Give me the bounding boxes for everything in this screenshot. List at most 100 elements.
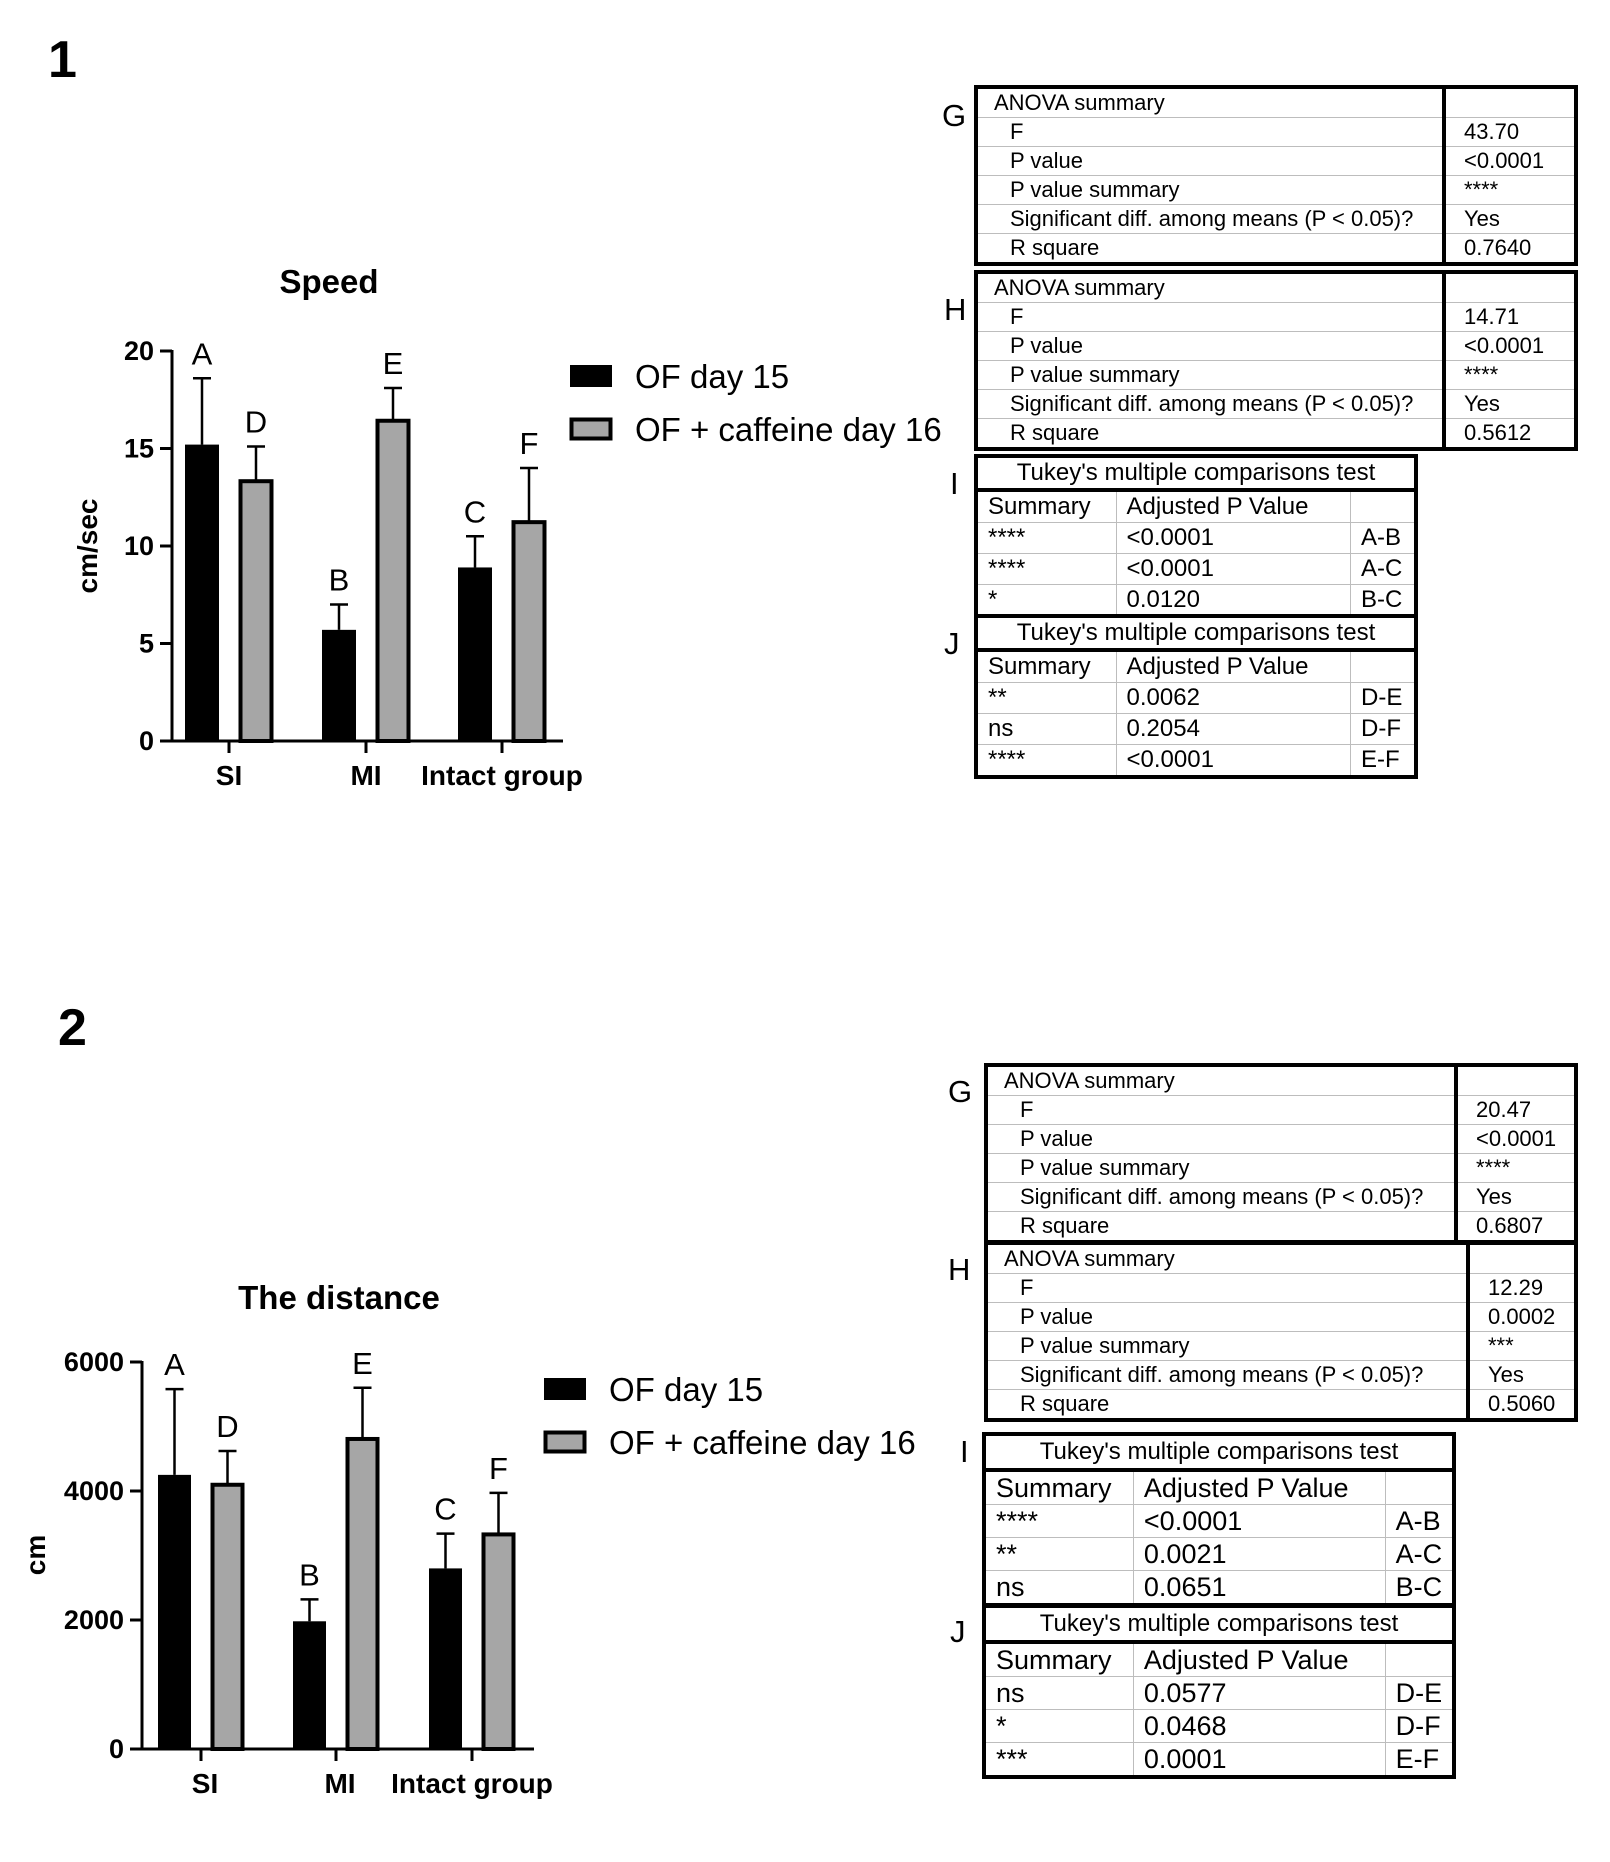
legend-swatch-caffeine [543, 1430, 587, 1454]
tukey-summary: **** [975, 522, 1117, 554]
anova-value: Yes [1454, 1182, 1577, 1212]
tukey-p: 0.0577 [1132, 1676, 1386, 1710]
chart-title: The distance [238, 1279, 440, 1316]
anova-label: F [975, 302, 1445, 332]
table-letter-1-G: G [942, 98, 967, 133]
bar-day15 [429, 1568, 462, 1749]
anova-header: ANOVA summary [985, 1242, 1469, 1274]
anova-header: ANOVA summary [985, 1064, 1457, 1096]
tukey-summary: ** [975, 682, 1117, 714]
tukey-summary: * [983, 1709, 1134, 1743]
legend-label: OF day 15 [635, 358, 789, 395]
tukey-pair: D-F [1384, 1709, 1455, 1743]
y-tick-label: 15 [124, 434, 154, 464]
tukey-summary: ns [983, 1570, 1134, 1606]
legend-label: OF + caffeine day 16 [635, 411, 942, 448]
anova-value: 0.0002 [1466, 1302, 1577, 1332]
anova-value: 12.29 [1466, 1273, 1577, 1303]
table-letter-2-I: I [960, 1434, 969, 1469]
anova-label: Significant diff. among means (P < 0.05)… [985, 1360, 1469, 1390]
bar-letter-label: E [352, 1346, 373, 1381]
anova-value: Yes [1442, 389, 1577, 419]
tukey-pair: A-C [1350, 553, 1417, 585]
tukey-summary: *** [983, 1742, 1134, 1778]
tukey-col-summary: Summary [975, 649, 1117, 683]
tukey-title: Tukey's multiple comparisons test [983, 1433, 1455, 1472]
tukey-table-2-J: Tukey's multiple comparisons test Summar… [982, 1604, 1456, 1779]
y-tick-label: 6000 [64, 1347, 124, 1377]
anova-value: Yes [1442, 204, 1577, 234]
anova-label: R square [975, 233, 1445, 265]
bar-letter-label: C [464, 494, 486, 529]
tukey-p: 0.0120 [1115, 584, 1352, 618]
bar-letter-label: F [489, 1451, 508, 1486]
tukey-summary: **** [975, 744, 1117, 778]
tukey-col-p: Adjusted P Value [1132, 1469, 1386, 1505]
y-tick-label: 2000 [64, 1605, 124, 1635]
bar-letter-label: C [434, 1492, 456, 1527]
tukey-p: <0.0001 [1115, 522, 1352, 554]
bar-caffeine [238, 479, 274, 743]
anova-label: P value summary [985, 1153, 1457, 1183]
anova-label: P value [975, 331, 1445, 361]
table-letter-2-J: J [950, 1614, 966, 1649]
anova-value: **** [1442, 175, 1577, 205]
anova-value: 0.5612 [1442, 418, 1577, 450]
tukey-col-p: Adjusted P Value [1132, 1641, 1386, 1677]
legend-swatch-day15 [544, 1378, 586, 1400]
anova-label: Significant diff. among means (P < 0.05)… [975, 389, 1445, 419]
bar-caffeine [210, 1482, 245, 1751]
table-letter-1-J: J [944, 626, 960, 661]
tukey-p: 0.0651 [1132, 1570, 1386, 1606]
tukey-pair: E-F [1384, 1742, 1455, 1778]
tukey-p: <0.0001 [1132, 1504, 1386, 1538]
anova-label: F [985, 1273, 1469, 1303]
tukey-summary: * [975, 584, 1117, 618]
bar-day15 [293, 1621, 326, 1749]
tukey-p: 0.0021 [1132, 1537, 1386, 1571]
tukey-summary: **** [983, 1504, 1134, 1538]
bar-day15 [458, 567, 492, 741]
anova-value: <0.0001 [1442, 331, 1577, 361]
anova-table-1-G: ANOVA summary F 43.70 P value <0.0001 P va… [974, 85, 1578, 266]
distance-chart: The distance cm 0 2000 4000 6000 AD SI B E MI CF Int… [20, 1279, 916, 1799]
bar-day15 [322, 629, 356, 741]
anova-label: P value [975, 146, 1445, 176]
legend-swatch-day15 [570, 365, 612, 387]
anova-table-2-G: ANOVA summary F 20.47 P value <0.0001 P va… [984, 1063, 1578, 1244]
bar-letter-label: A [192, 336, 213, 371]
table-letter-1-H: H [944, 292, 967, 327]
table-letter-2-G: G [948, 1074, 973, 1109]
bar-letter-label: A [164, 1347, 185, 1382]
anova-label: P value summary [975, 360, 1445, 390]
y-tick-label: 0 [139, 726, 154, 756]
tukey-pair: A-B [1384, 1504, 1455, 1538]
anova-value: 14.71 [1442, 302, 1577, 332]
bar-caffeine [375, 418, 411, 743]
tukey-col-summary: Summary [983, 1469, 1134, 1505]
bar-day15 [158, 1474, 191, 1749]
y-tick-label: 0 [109, 1734, 124, 1764]
tukey-summary: ns [975, 713, 1117, 745]
tukey-p: 0.2054 [1115, 713, 1352, 745]
anova-value: 20.47 [1454, 1095, 1577, 1125]
legend-label: OF day 15 [609, 1371, 763, 1408]
tukey-col-p: Adjusted P Value [1115, 489, 1352, 523]
tukey-p: 0.0001 [1132, 1742, 1386, 1778]
tukey-pair: D-E [1384, 1676, 1455, 1710]
anova-value: 0.6807 [1454, 1211, 1577, 1243]
table-letter-2-H: H [948, 1252, 971, 1287]
anova-label: P value summary [975, 175, 1445, 205]
bar-letter-label: D [245, 405, 267, 440]
tukey-title: Tukey's multiple comparisons test [983, 1605, 1455, 1644]
anova-label: P value [985, 1302, 1469, 1332]
y-tick-label: 10 [124, 531, 154, 561]
x-category-label: Intact group [391, 1768, 553, 1799]
bar-letter-label: B [329, 563, 350, 598]
y-tick-label: 4000 [64, 1476, 124, 1506]
anova-value: 43.70 [1442, 117, 1577, 147]
bar-letter-label: F [520, 426, 539, 461]
anova-value: <0.0001 [1442, 146, 1577, 176]
chart-title: Speed [279, 263, 378, 300]
tukey-pair: B-C [1384, 1570, 1455, 1606]
